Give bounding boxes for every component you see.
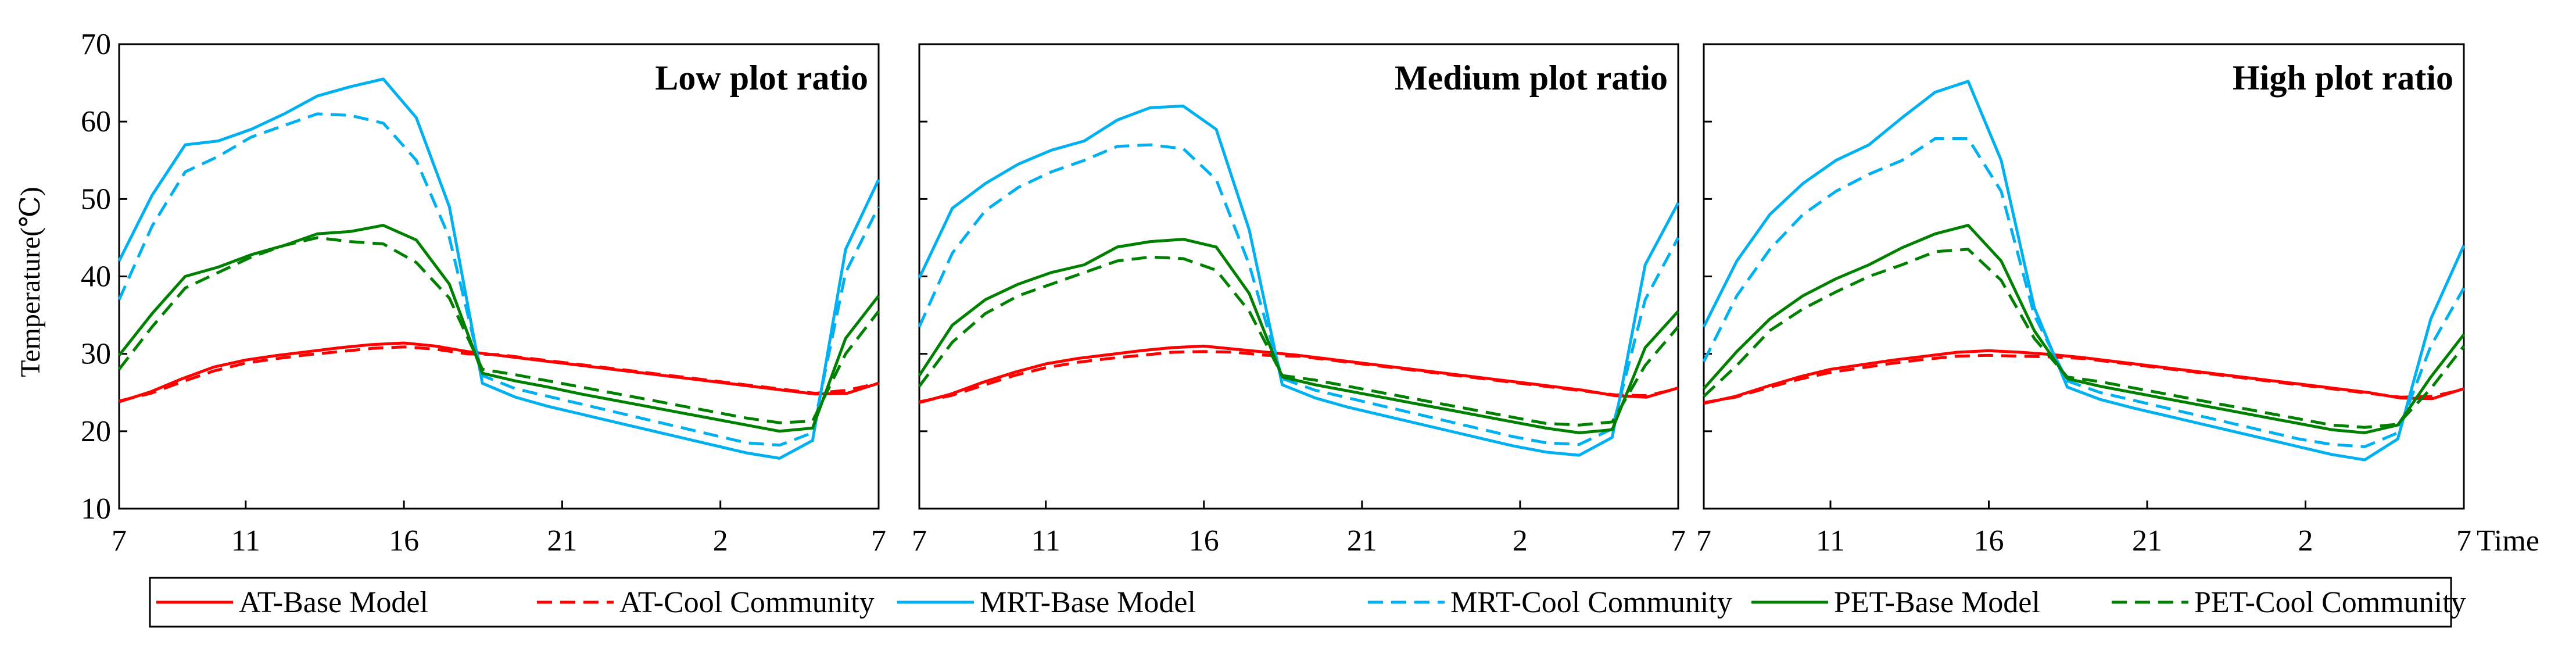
chart-panel-3: 7 11 16 21 2 7 High plot ratio [1696,44,2471,557]
series-line-mrt-cool [919,145,1678,444]
legend-label: MRT-Cool Community [1450,586,1732,619]
legend-label: AT-Cool Community [619,586,875,619]
chart-panels: 10 20 30 40 50 60 70 7 11 16 21 2 7 Low plot ratio 7 11… [81,28,2471,557]
y-tick-label: 10 [81,492,111,526]
x-tick-label: 21 [2132,524,2162,557]
y-tick-label: 50 [81,183,111,216]
legend-label: PET-Cool Community [2194,586,2466,619]
series-line-pet-cool [919,257,1678,425]
x-tick-label: 21 [1347,524,1377,557]
series-line-pet-base [119,226,879,431]
legend-box [150,578,2451,627]
x-tick-label: 7 [871,524,886,557]
x-tick-label: 2 [1513,524,1528,557]
series-line-at-cool [919,352,1678,402]
plot-frame [1704,44,2464,509]
series-line-pet-base [919,240,1678,433]
x-tick-label: 16 [1974,524,2004,557]
series-line-pet-cool [1704,249,2464,427]
x-tick-label: 2 [2298,524,2313,557]
x-tick-label: 16 [1189,524,1219,557]
x-tick-label: 7 [912,524,927,557]
legend-label: MRT-Base Model [980,586,1196,619]
x-tick-label: 11 [1816,524,1845,557]
x-tick-label: 21 [547,524,577,557]
x-tick-label: 11 [1031,524,1061,557]
chart-panel-1: 10 20 30 40 50 60 70 7 11 16 21 2 7 Low plot ratio [81,28,886,557]
chart-panel-2: 7 11 16 21 2 7 Medium plot ratio [912,44,1686,557]
series-line-pet-cool [119,238,879,423]
y-tick-label: 60 [81,105,111,138]
legend-label: PET-Base Model [1834,586,2040,619]
series-line-pet-base [1704,226,2464,433]
y-tick-label: 70 [81,28,111,61]
plot-frame [119,44,879,509]
y-tick-label: 40 [81,260,111,294]
series-line-mrt-base [1704,81,2464,460]
panel-title: High plot ratio [2233,59,2453,97]
series-line-mrt-base [119,79,879,459]
x-tick-label: 7 [112,524,127,557]
x-tick-label: 7 [1671,524,1686,557]
series-line-at-base [919,346,1678,402]
x-tick-label: 7 [2456,524,2471,557]
x-tick-label: 7 [1696,524,1711,557]
x-tick-label: 16 [389,524,419,557]
series-line-mrt-cool [119,114,879,445]
figure: 10 20 30 40 50 60 70 7 11 16 21 2 7 Low plot ratio 7 11… [0,0,2576,647]
x-axis-label: Time [2477,524,2539,557]
plot-frame [919,44,1678,509]
series-line-at-cool [119,347,879,401]
series-line-mrt-base [919,106,1678,456]
y-axis-label: Temperature(℃) [15,187,46,377]
x-tick-label: 2 [713,524,728,557]
panel-title: Low plot ratio [655,59,868,97]
y-tick-label: 20 [81,415,111,448]
legend-label: AT-Base Model [239,586,428,619]
series-line-mrt-cool [1704,139,2464,447]
legend: AT-Base Model AT-Cool Community MRT-Base M… [150,578,2466,627]
y-tick-label: 30 [81,338,111,371]
panel-title: Medium plot ratio [1395,59,1668,97]
x-tick-label: 11 [231,524,260,557]
